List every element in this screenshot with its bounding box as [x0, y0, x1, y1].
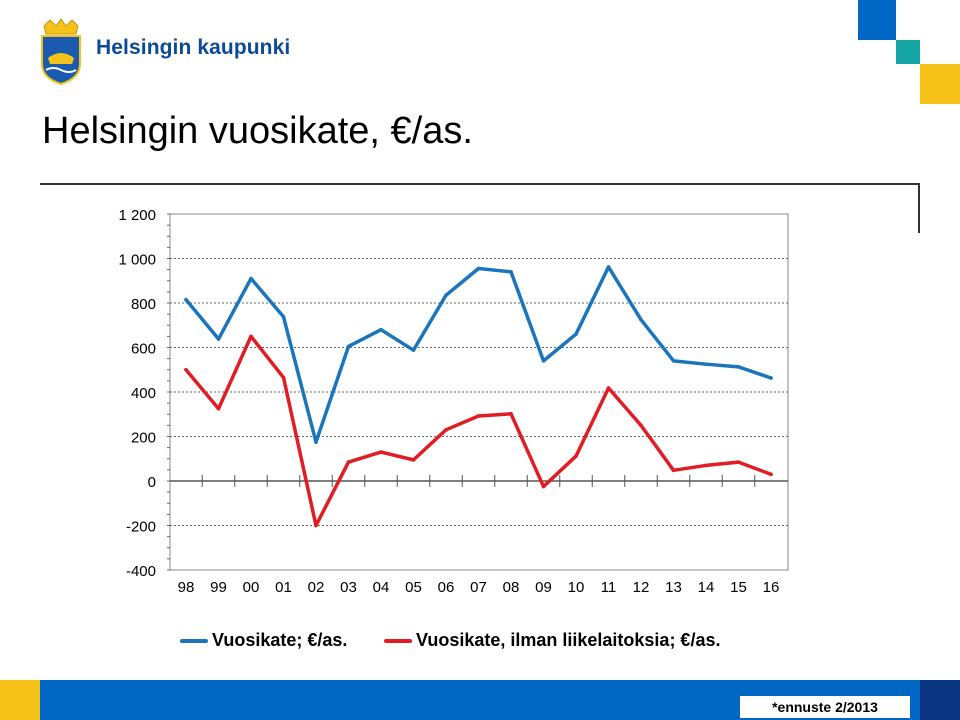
data-point-series-2	[444, 428, 448, 432]
helsinki-coat-of-arms-icon	[41, 18, 81, 86]
data-point-series-2	[346, 460, 351, 464]
y-tick-label: 1 200	[118, 207, 156, 224]
data-point-series-1	[184, 297, 188, 302]
data-point-series-2	[606, 386, 611, 390]
data-point-series-2	[249, 334, 253, 339]
data-point-series-2	[509, 412, 513, 416]
y-tick-label: 600	[131, 341, 156, 358]
x-tick-label: 09	[535, 579, 552, 596]
x-tick-label: 16	[763, 579, 780, 596]
data-point-series-2	[184, 367, 188, 372]
data-point-series-1	[541, 359, 546, 363]
x-tick-label: 13	[665, 579, 682, 596]
y-tick-label: -200	[126, 519, 156, 536]
data-point-series-2	[769, 472, 773, 477]
data-point-series-1	[444, 293, 448, 298]
data-point-series-2	[671, 468, 676, 473]
line-chart: 1 200 1 000 800 600 400 200 0 -200 -400 98 99 00 01 0…	[118, 207, 789, 596]
brand-square-teal	[896, 40, 920, 64]
data-point-series-2	[314, 523, 318, 528]
footer-accent-left	[0, 680, 40, 720]
data-point-series-2	[574, 454, 578, 458]
legend-swatch-series-1	[180, 638, 208, 643]
frame-line-right	[918, 183, 920, 233]
x-tick-label: 01	[275, 579, 292, 596]
brand-square-yellow	[920, 64, 960, 104]
data-point-series-1	[606, 265, 611, 269]
y-tick-label: 0	[148, 474, 156, 491]
data-point-series-1	[476, 266, 481, 271]
footer-accent-right	[920, 680, 960, 720]
brand-square-blue	[858, 0, 896, 40]
data-point-series-1	[704, 362, 708, 366]
x-tick-label: 08	[503, 579, 520, 596]
y-tick-label: 200	[131, 430, 156, 447]
y-tick-label: 800	[131, 296, 156, 313]
x-tick-label: 07	[470, 579, 487, 596]
x-tick-label: 10	[568, 579, 585, 596]
data-point-series-2	[639, 423, 643, 428]
x-tick-label: 03	[340, 579, 357, 596]
data-point-series-1	[411, 348, 416, 352]
x-tick-label: 99	[210, 579, 227, 596]
data-point-series-1	[671, 359, 676, 363]
data-point-series-2	[281, 375, 286, 380]
x-tick-label: 15	[730, 579, 747, 596]
data-point-series-2	[736, 460, 741, 464]
data-point-series-1	[639, 317, 643, 322]
data-point-series-2	[476, 414, 481, 418]
frame-line-top	[40, 183, 920, 185]
forecast-note: *ennuste 2/2013	[740, 696, 910, 718]
legend-label-series-2: Vuosikate, ilman liikelaitoksia; €/as.	[416, 630, 721, 650]
data-point-series-1	[314, 440, 318, 444]
slide-title: Helsingin vuosikate, €/as.	[42, 110, 473, 152]
series-line-2	[184, 334, 773, 528]
data-point-series-2	[704, 463, 708, 468]
data-point-series-1	[216, 337, 221, 341]
x-tick-label: 04	[373, 579, 390, 596]
data-point-series-1	[736, 365, 741, 369]
x-tick-label: 02	[308, 579, 325, 596]
x-tick-label: 00	[243, 579, 260, 596]
organization-name: Helsingin kaupunki	[96, 36, 291, 59]
legend-swatch-series-2	[384, 638, 412, 643]
data-point-series-1	[574, 332, 578, 336]
data-point-series-1	[346, 344, 351, 349]
data-point-series-2	[379, 450, 383, 454]
x-tick-label: 05	[405, 579, 422, 596]
legend-item-series-2: Vuosikate, ilman liikelaitoksia; €/as.	[384, 630, 720, 651]
data-point-series-1	[281, 314, 286, 319]
x-tick-label: 06	[438, 579, 455, 596]
legend-item-series-1: Vuosikate; €/as.	[180, 630, 347, 651]
data-point-series-1	[769, 376, 773, 380]
x-tick-label: 14	[698, 579, 715, 596]
x-tick-label: 11	[601, 579, 617, 596]
data-point-series-1	[509, 270, 513, 274]
y-tick-label: -400	[126, 563, 156, 580]
data-point-series-2	[541, 484, 546, 489]
data-point-series-1	[249, 276, 253, 281]
legend-label-series-1: Vuosikate; €/as.	[212, 630, 348, 650]
y-tick-label: 400	[131, 385, 156, 402]
x-tick-label: 12	[633, 579, 650, 596]
data-point-series-2	[411, 458, 416, 462]
data-point-series-1	[379, 327, 383, 332]
data-point-series-2	[216, 406, 221, 411]
x-tick-label: 98	[178, 579, 195, 596]
y-tick-label: 1 000	[118, 252, 156, 269]
